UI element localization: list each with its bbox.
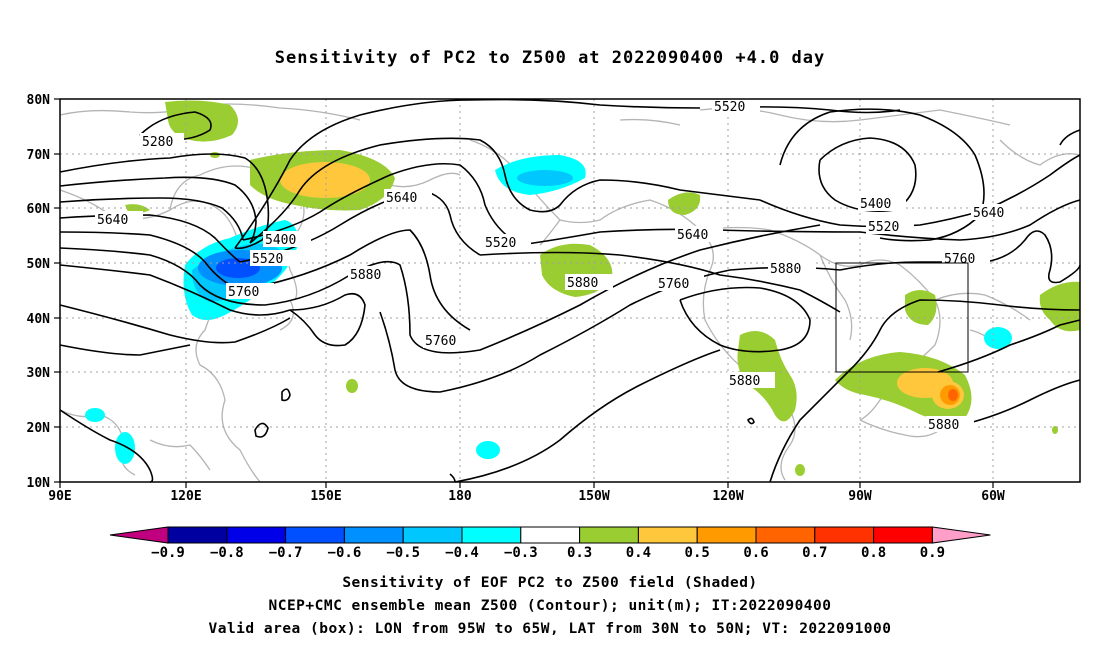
colorbar: −0.9 −0.8 −0.7 −0.6 −0.5 −0.4 −0.3 0.3 0.4 0.5 0.6…	[109, 526, 991, 561]
caption-shaded: Sensitivity of EOF PC2 to Z500 field (Sh…	[342, 575, 758, 591]
colorbar-label: 0.7	[802, 545, 827, 561]
contour-label: 5640	[386, 191, 417, 206]
gridlines	[60, 99, 1080, 482]
lat-label: 30N	[27, 366, 51, 381]
colorbar-min-arrow	[109, 526, 169, 544]
contour-label: 5520	[485, 236, 516, 251]
contour-label: 5880	[350, 268, 381, 283]
colorbar-swatch	[285, 526, 345, 544]
colorbar-max-arrow	[931, 526, 991, 544]
contour-label: 5760	[658, 277, 689, 292]
colorbar-label: 0.6	[743, 545, 768, 561]
map-frame	[59, 98, 1081, 483]
colorbar-label: −0.7	[269, 545, 303, 561]
colorbar-label: −0.3	[504, 545, 538, 561]
contour-label: 5640	[677, 228, 708, 243]
contour-label: 5520	[252, 252, 283, 267]
colorbar-swatch	[167, 526, 228, 544]
lon-label: 90E	[48, 489, 71, 504]
lat-label: 70N	[27, 148, 51, 163]
colorbar-swatch	[637, 526, 698, 544]
contour-label: 5640	[973, 206, 1004, 221]
colorbar-label: −0.4	[445, 545, 479, 561]
contour-label: 5400	[860, 197, 891, 212]
colorbar-swatch	[402, 526, 463, 544]
colorbar-label: 0.8	[861, 545, 886, 561]
valid-area-box	[835, 262, 969, 373]
lon-label: 150E	[310, 489, 341, 504]
colorbar-label: 0.9	[920, 545, 945, 561]
colorbar-label: −0.6	[328, 545, 362, 561]
colorbar-label: −0.9	[151, 545, 185, 561]
contour-label: 5760	[425, 334, 456, 349]
contour-label: 5640	[97, 213, 128, 228]
contour-label: 5520	[714, 100, 745, 115]
colorbar-swatch	[814, 526, 875, 544]
contour-label: 5760	[944, 252, 975, 267]
lon-label: 180	[448, 489, 472, 504]
colorbar-swatch	[579, 526, 639, 544]
colorbar-swatch	[520, 526, 581, 544]
contour-label: 5760	[228, 285, 259, 300]
contour-label: 5880	[928, 418, 959, 433]
page-title: Sensitivity of PC2 to Z500 at 2022090400…	[274, 48, 826, 68]
lat-label: 10N	[27, 476, 51, 491]
contour-label: 5400	[265, 233, 296, 248]
colorbar-label: 0.4	[626, 545, 651, 561]
colorbar-swatch	[226, 526, 287, 544]
caption-contour: NCEP+CMC ensemble mean Z500 (Contour); u…	[268, 598, 832, 614]
contour-labels: 5280 5520 5400 5640 5640 5400 5520 5760 …	[95, 99, 1019, 433]
contour-label: 5520	[868, 220, 899, 235]
lon-label: 60W	[981, 489, 1005, 504]
lat-label: 60N	[27, 202, 51, 217]
colorbar-swatch	[873, 526, 933, 544]
latitude-labels: 80N 70N 60N 50N 40N 30N 20N 10N	[27, 93, 51, 491]
contour-label: 5880	[567, 276, 598, 291]
colorbar-label: −0.5	[386, 545, 420, 561]
colorbar-swatch	[755, 526, 816, 544]
lat-label: 80N	[27, 93, 51, 108]
lat-label: 50N	[27, 257, 51, 272]
tick-marks	[54, 98, 994, 488]
longitude-labels: 90E 120E 150E 180 150W 120W 90W 60W	[48, 489, 1005, 504]
lon-label: 120E	[170, 489, 201, 504]
colorbar-swatch	[696, 526, 757, 544]
colorbar-swatch	[461, 526, 522, 544]
contour-label: 5280	[142, 135, 173, 150]
caption-valid-area: Valid area (box): LON from 95W to 65W, L…	[208, 621, 892, 637]
contour-label: 5880	[770, 262, 801, 277]
lon-label: 90W	[848, 489, 872, 504]
colorbar-swatch	[343, 526, 404, 544]
lat-label: 40N	[27, 312, 51, 327]
lat-label: 20N	[27, 421, 51, 436]
colorbar-label: 0.3	[567, 545, 592, 561]
colorbar-label: 0.5	[685, 545, 710, 561]
contour-label: 5880	[729, 374, 760, 389]
lon-label: 120W	[712, 489, 743, 504]
lon-label: 150W	[578, 489, 609, 504]
colorbar-label: −0.8	[210, 545, 244, 561]
